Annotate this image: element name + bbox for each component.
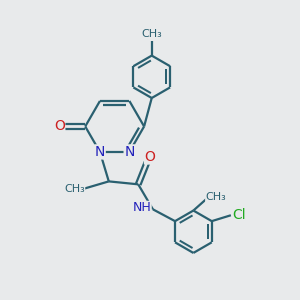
Text: CH₃: CH₃ bbox=[141, 29, 162, 39]
Text: NH: NH bbox=[132, 201, 151, 214]
Text: Cl: Cl bbox=[232, 208, 246, 222]
Text: O: O bbox=[145, 150, 155, 164]
Text: CH₃: CH₃ bbox=[206, 192, 226, 202]
Text: CH₃: CH₃ bbox=[64, 184, 85, 194]
Text: N: N bbox=[95, 145, 105, 159]
Text: N: N bbox=[124, 145, 135, 159]
Text: O: O bbox=[54, 119, 65, 134]
